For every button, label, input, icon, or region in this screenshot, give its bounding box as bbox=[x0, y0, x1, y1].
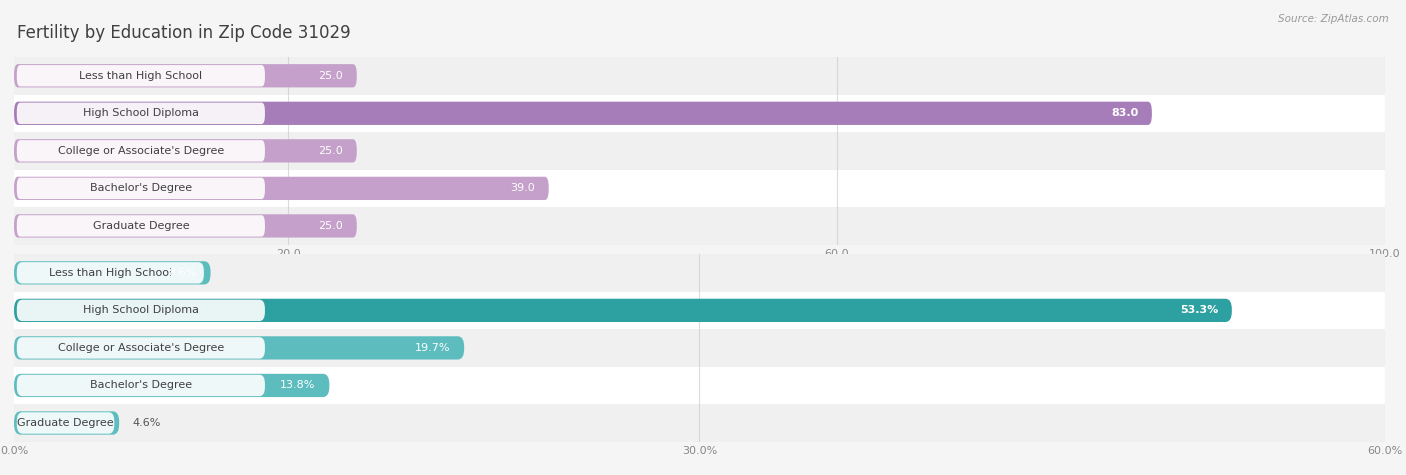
FancyBboxPatch shape bbox=[17, 262, 204, 284]
FancyBboxPatch shape bbox=[17, 300, 264, 321]
FancyBboxPatch shape bbox=[14, 177, 548, 200]
FancyBboxPatch shape bbox=[17, 412, 114, 434]
FancyBboxPatch shape bbox=[17, 103, 264, 124]
Text: 19.7%: 19.7% bbox=[415, 343, 450, 353]
Bar bbox=[14, 254, 1385, 292]
Bar bbox=[14, 57, 1385, 95]
Text: Less than High School: Less than High School bbox=[49, 268, 172, 278]
FancyBboxPatch shape bbox=[17, 178, 264, 199]
Bar bbox=[14, 207, 1385, 245]
Bar bbox=[14, 170, 1385, 207]
Text: 83.0: 83.0 bbox=[1111, 108, 1139, 118]
FancyBboxPatch shape bbox=[14, 374, 329, 397]
FancyBboxPatch shape bbox=[14, 299, 1232, 322]
Text: 13.8%: 13.8% bbox=[280, 380, 316, 390]
FancyBboxPatch shape bbox=[14, 139, 357, 162]
Text: 8.6%: 8.6% bbox=[169, 268, 197, 278]
FancyBboxPatch shape bbox=[14, 64, 357, 87]
FancyBboxPatch shape bbox=[14, 411, 120, 435]
FancyBboxPatch shape bbox=[14, 336, 464, 360]
Text: College or Associate's Degree: College or Associate's Degree bbox=[58, 343, 224, 353]
Text: Fertility by Education in Zip Code 31029: Fertility by Education in Zip Code 31029 bbox=[17, 24, 350, 42]
FancyBboxPatch shape bbox=[17, 140, 264, 162]
Text: College or Associate's Degree: College or Associate's Degree bbox=[58, 146, 224, 156]
Text: 39.0: 39.0 bbox=[510, 183, 534, 193]
Text: Graduate Degree: Graduate Degree bbox=[17, 418, 114, 428]
Text: High School Diploma: High School Diploma bbox=[83, 108, 198, 118]
Text: Source: ZipAtlas.com: Source: ZipAtlas.com bbox=[1278, 14, 1389, 24]
FancyBboxPatch shape bbox=[14, 102, 1152, 125]
FancyBboxPatch shape bbox=[17, 375, 264, 396]
Text: 25.0: 25.0 bbox=[318, 146, 343, 156]
FancyBboxPatch shape bbox=[17, 65, 264, 86]
Bar bbox=[14, 404, 1385, 442]
Text: 25.0: 25.0 bbox=[318, 221, 343, 231]
FancyBboxPatch shape bbox=[17, 215, 264, 237]
Text: Bachelor's Degree: Bachelor's Degree bbox=[90, 183, 193, 193]
Text: 53.3%: 53.3% bbox=[1180, 305, 1218, 315]
FancyBboxPatch shape bbox=[14, 261, 211, 285]
Text: 4.6%: 4.6% bbox=[132, 418, 162, 428]
Text: Graduate Degree: Graduate Degree bbox=[93, 221, 190, 231]
Text: 25.0: 25.0 bbox=[318, 71, 343, 81]
Bar bbox=[14, 292, 1385, 329]
FancyBboxPatch shape bbox=[17, 337, 264, 359]
Bar bbox=[14, 329, 1385, 367]
Text: Bachelor's Degree: Bachelor's Degree bbox=[90, 380, 193, 390]
Bar bbox=[14, 367, 1385, 404]
Bar bbox=[14, 95, 1385, 132]
FancyBboxPatch shape bbox=[14, 214, 357, 238]
Text: Less than High School: Less than High School bbox=[79, 71, 202, 81]
Text: High School Diploma: High School Diploma bbox=[83, 305, 198, 315]
Bar bbox=[14, 132, 1385, 170]
